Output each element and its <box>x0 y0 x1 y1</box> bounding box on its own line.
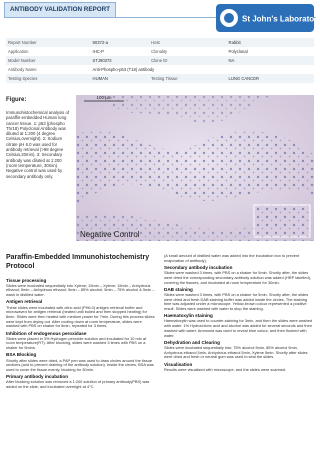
table-row: Report Number 90372-a Host Rabbit <box>6 38 314 47</box>
cell-value: Polyclonal <box>228 49 248 54</box>
cell-value: Anti-Phospho-p53 (T18) antibody <box>92 67 155 72</box>
cell-value: IHC-P <box>92 49 104 54</box>
figure-caption: Immunohistochemical analysis of paraffin… <box>6 110 70 179</box>
section-text: Slides were washed 3 times, with PBS on … <box>164 291 309 312</box>
report-title: ANTIBODY VALIDATION REPORT <box>4 2 116 17</box>
section-heading: Tissue processing <box>6 277 47 283</box>
section-heading: Haematoxylin staining <box>164 313 213 319</box>
section-text: Slides were washed 3 times, with PBS on … <box>164 270 311 285</box>
section-text: These slides were incubated with citric … <box>6 304 155 329</box>
cell-value: STJ90372 <box>92 58 112 63</box>
protocol-title: Paraffin-Embedded Immunohistochemistry P… <box>6 254 150 270</box>
cell-label: Testing Tissue <box>151 76 178 81</box>
protocol-right: (A small amount of distilled water was a… <box>164 253 314 372</box>
section-heading: Primary antibody incubation <box>6 374 69 380</box>
section-text: Slides were incubated sequentially into:… <box>164 344 308 360</box>
table-row: Application IHC-P Clonality Polyclonal <box>6 47 314 56</box>
micrograph: 100 µm Negative Control <box>76 95 314 241</box>
section-text: Shortly after slides were dried, a PAP p… <box>6 357 154 372</box>
cell-value: NA <box>228 58 235 63</box>
cell-label: Antibody Name <box>8 67 37 72</box>
image-label: Negative Control <box>80 230 140 239</box>
section-heading: Inhibition of endogenous peroxidase <box>6 330 87 336</box>
section-heading: DAB staining <box>164 286 193 292</box>
section-heading: Dehydration and Clearing <box>164 339 220 345</box>
logo-text: St John's Laboratory <box>242 15 314 24</box>
cell-value: HUMAN <box>92 76 108 81</box>
table-row: Testing Species HUMAN Testing Tissue LUNG C… <box>6 74 314 83</box>
info-table: Report Number 90372-a Host Rabbit Applicatio… <box>6 38 314 83</box>
section-text: Slides were incubated sequentially into … <box>6 282 155 298</box>
cell-value: LUNG CANCER <box>228 76 260 81</box>
protocol-left: Tissue processing Slides were incubated s… <box>6 276 156 390</box>
figure-label: Figure: <box>6 97 27 103</box>
cell-label: Model Number <box>8 58 36 63</box>
cell-label: Report Number <box>8 40 37 45</box>
cell-label: Clone ID <box>151 58 168 63</box>
table-row: Model Number STJ90372 Clone ID NA <box>6 56 314 65</box>
section-heading: Visualisation <box>164 361 193 367</box>
section-text: Results were visualised with microscope,… <box>164 366 287 372</box>
section-heading: BSA Blocking <box>6 352 37 358</box>
section-text: After blocking solution was removed a 1:… <box>6 379 150 390</box>
cell-value: 90372-a <box>92 40 108 45</box>
cell-label: Clonality <box>151 49 168 54</box>
scale-label: 100 µm <box>96 95 111 100</box>
section-text: Slides were placed in 3% Hydrogen peroxi… <box>6 335 147 351</box>
note: (A small amount of distilled water was a… <box>164 253 300 263</box>
cell-value: Rabbit <box>228 40 241 45</box>
section-heading: Secondary antibody incubation <box>164 264 233 270</box>
cell-label: Application <box>8 49 29 54</box>
logo: St John's Laboratory <box>216 4 314 32</box>
header-rule <box>4 17 316 18</box>
section-heading: Antigen retrieval <box>6 299 43 305</box>
cell-label: Testing Species <box>8 76 38 81</box>
section-text: Haematoxylin was used to counter-stainin… <box>164 318 313 338</box>
table-row: Antibody Name Anti-Phospho-p53 (T18) anti… <box>6 65 314 74</box>
cell-label: Host <box>151 40 160 45</box>
